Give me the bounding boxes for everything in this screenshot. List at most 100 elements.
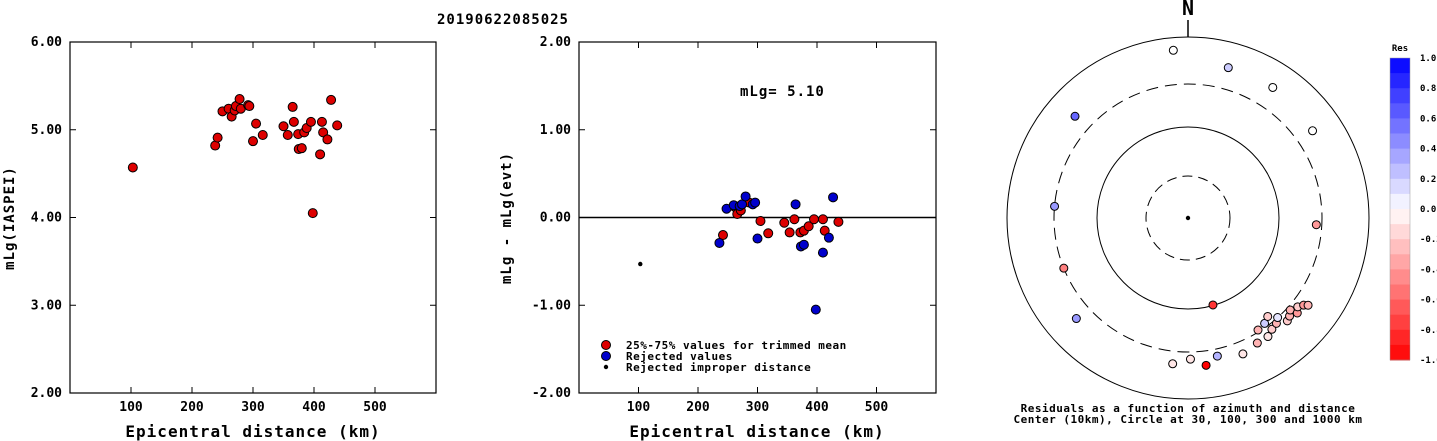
data-point <box>810 304 821 315</box>
station-marker <box>1212 351 1222 361</box>
azimuth-residual-plot: N Residuals as a function of azimuth and… <box>1006 0 1370 426</box>
colorbar-cell <box>1390 58 1410 74</box>
x-tick-label: 200 <box>180 400 204 415</box>
y-tick-label: 0.00 <box>540 211 571 226</box>
north-label: N <box>1182 0 1194 20</box>
data-point <box>789 214 800 225</box>
colorbar-cells <box>1390 58 1410 361</box>
data-point <box>278 121 289 132</box>
station-marker <box>1059 263 1069 273</box>
colorbar-cell <box>1390 344 1410 361</box>
colorbar-cell <box>1390 284 1410 301</box>
colorbar-cell <box>1390 209 1410 225</box>
magnitude-vs-distance-plot: Epicentral distance (km) mLg(IASPEI) 100… <box>2 35 437 441</box>
colorbar-tick-label: -0.6 <box>1420 296 1437 306</box>
x-tick-label: 200 <box>686 400 710 415</box>
data-point <box>288 116 299 127</box>
data-point <box>127 162 138 173</box>
y-tick-label: 6.00 <box>31 35 62 50</box>
station-marker <box>1252 338 1262 348</box>
y-tick-label: 2.00 <box>540 35 571 50</box>
y-axis-label: mLg(IASPEI) <box>2 166 18 270</box>
colorbar-cell <box>1390 254 1410 270</box>
station-marker <box>1303 300 1313 310</box>
legend-label-trimmed: 25%-75% values for trimmed mean <box>626 339 847 352</box>
x-axis-label: Epicentral distance (km) <box>629 422 884 441</box>
colorbar-tick-label: -0.2 <box>1420 235 1437 245</box>
station-marker <box>1308 126 1318 136</box>
station-marker <box>1223 63 1233 73</box>
legend-marker-trimmed <box>601 340 611 350</box>
colorbar-cell <box>1390 314 1410 331</box>
station-marker <box>1201 360 1211 370</box>
station-marker <box>1050 201 1060 211</box>
x-tick-label: 100 <box>119 400 143 415</box>
y-tick-label: 4.00 <box>31 211 62 226</box>
colorbar-tick-label: -0.8 <box>1420 326 1437 336</box>
legend-marker-improper <box>603 364 609 370</box>
data-point <box>257 130 268 141</box>
data-point <box>755 216 766 227</box>
data-point <box>322 134 333 145</box>
station-marker <box>1273 313 1283 323</box>
station-marker <box>1268 82 1278 92</box>
colorbar-cell <box>1390 148 1410 165</box>
x-tick-label: 500 <box>363 400 387 415</box>
colorbar-tick-label: 1.0 <box>1420 54 1436 64</box>
station-marker <box>1238 349 1248 359</box>
x-tick-label: 400 <box>302 400 326 415</box>
ring-1000km <box>1006 36 1370 400</box>
data-point <box>798 239 809 250</box>
colorbar-cell <box>1390 269 1410 285</box>
colorbar-frame <box>1389 57 1411 361</box>
data-point <box>740 191 751 202</box>
mean-magnitude-annotation: mLg= 5.10 <box>740 84 825 100</box>
caption-line-2: Center (10km), Circle at 30, 100, 300 an… <box>1013 413 1362 426</box>
x-ticks: 100 200 300 400 500 <box>119 42 387 415</box>
station-marker <box>1070 111 1080 121</box>
colorbar-tick-label: 0.0 <box>1420 205 1436 215</box>
data-point <box>316 116 327 127</box>
y-tick-label: 2.00 <box>31 386 62 401</box>
data-point <box>828 192 839 203</box>
colorbar: Res 1.0 0.8 0.6 0.4 0.2 0.0 -0.2 -0.4 -0.6 -0.8 -1… <box>1389 44 1437 366</box>
station-marker <box>1267 324 1277 334</box>
data-point <box>234 94 245 105</box>
data-point <box>750 197 761 208</box>
data-point <box>305 116 316 127</box>
data-point <box>244 101 255 112</box>
colorbar-cell <box>1390 103 1410 119</box>
data-point <box>315 149 326 160</box>
data-point <box>282 130 293 141</box>
station-marker <box>1168 45 1178 55</box>
data-point <box>326 94 337 105</box>
y-tick-label: 1.00 <box>540 123 571 138</box>
station-marker <box>1311 220 1321 230</box>
colorbar-labels: 1.0 0.8 0.6 0.4 0.2 0.0 -0.2 -0.4 -0.6 -0.8 -1.0 <box>1420 54 1437 366</box>
colorbar-tick-label: 0.2 <box>1420 175 1436 185</box>
data-point <box>332 120 343 131</box>
data-point <box>823 232 834 243</box>
data-point <box>212 132 223 143</box>
station-marker <box>1208 300 1218 310</box>
legend-marker-rejected <box>601 351 611 361</box>
y-tick-label: 5.00 <box>31 123 62 138</box>
station-marker <box>1168 359 1178 369</box>
colorbar-cell <box>1390 224 1410 240</box>
data-point <box>307 208 318 219</box>
data-point <box>752 233 763 244</box>
data-point <box>296 143 307 154</box>
data-point <box>817 214 828 225</box>
colorbar-cell <box>1390 329 1410 346</box>
x-ticks: 100 200 300 400 500 <box>627 42 888 415</box>
data-point <box>817 247 828 258</box>
data-point <box>790 199 801 210</box>
data-point <box>638 261 643 267</box>
data-point <box>803 221 814 232</box>
legend-label-rejected: Rejected values <box>626 350 733 363</box>
colorbar-cell <box>1390 239 1410 255</box>
plot-frame <box>69 41 437 394</box>
caption-line-1: Residuals as a function of azimuth and d… <box>1021 402 1356 415</box>
x-tick-label: 300 <box>241 400 265 415</box>
